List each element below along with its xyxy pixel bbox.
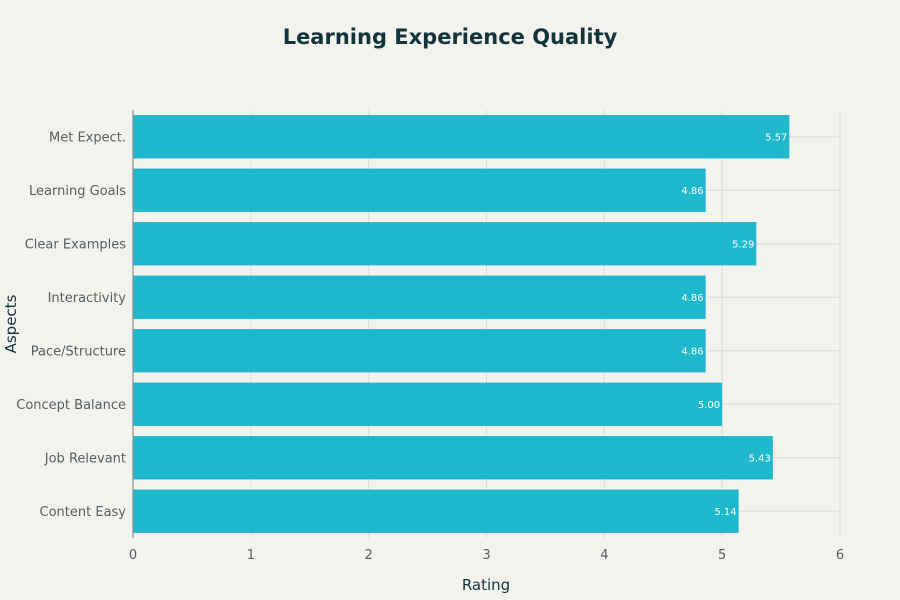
category-label: Job Relevant: [44, 451, 126, 466]
category-labels: Met Expect. Learning Goals Clear Examples I…: [16, 130, 126, 520]
category-label: Pace/Structure: [31, 344, 126, 359]
bar-value-label: 5.43: [749, 453, 771, 464]
bar: [133, 382, 723, 426]
x-tick-label: 6: [836, 548, 844, 563]
x-tick-label: 0: [129, 548, 137, 563]
category-label: Learning Goals: [29, 184, 126, 199]
bar: [133, 222, 757, 266]
bar-value-label: 4.86: [681, 293, 703, 304]
bar-value-label: 5.29: [732, 239, 754, 250]
category-label: Concept Balance: [16, 398, 126, 413]
bar-value-label: 5.57: [765, 132, 787, 143]
bar: [133, 436, 773, 480]
x-tick-label: 5: [718, 548, 726, 563]
bar: [133, 275, 706, 319]
category-label: Interactivity: [48, 291, 127, 306]
bar-value-label: 5.14: [714, 507, 736, 518]
category-label: Content Easy: [40, 505, 127, 520]
bar: [133, 329, 706, 373]
bar: [133, 489, 739, 533]
x-tick-label: 1: [247, 548, 255, 563]
category-label: Clear Examples: [25, 237, 127, 252]
chart-title: Learning Experience Quality: [283, 25, 618, 49]
x-tick-label: 2: [365, 548, 373, 563]
x-ticks: 0 1 2 3 4 5 6: [129, 548, 844, 563]
bar-value-label: 4.86: [681, 186, 703, 197]
bars: 5.57 4.86 5.29 4.86 4.86 5.00 5.43 5.14: [133, 115, 790, 533]
bar: [133, 168, 706, 212]
category-label: Met Expect.: [49, 130, 126, 145]
bar: [133, 115, 790, 159]
bar-value-label: 5.00: [698, 400, 720, 411]
x-axis-title: Rating: [462, 576, 510, 594]
y-axis-title: Aspects: [2, 294, 20, 353]
x-tick-label: 3: [482, 548, 490, 563]
bar-value-label: 4.86: [681, 346, 703, 357]
x-tick-label: 4: [600, 548, 608, 563]
